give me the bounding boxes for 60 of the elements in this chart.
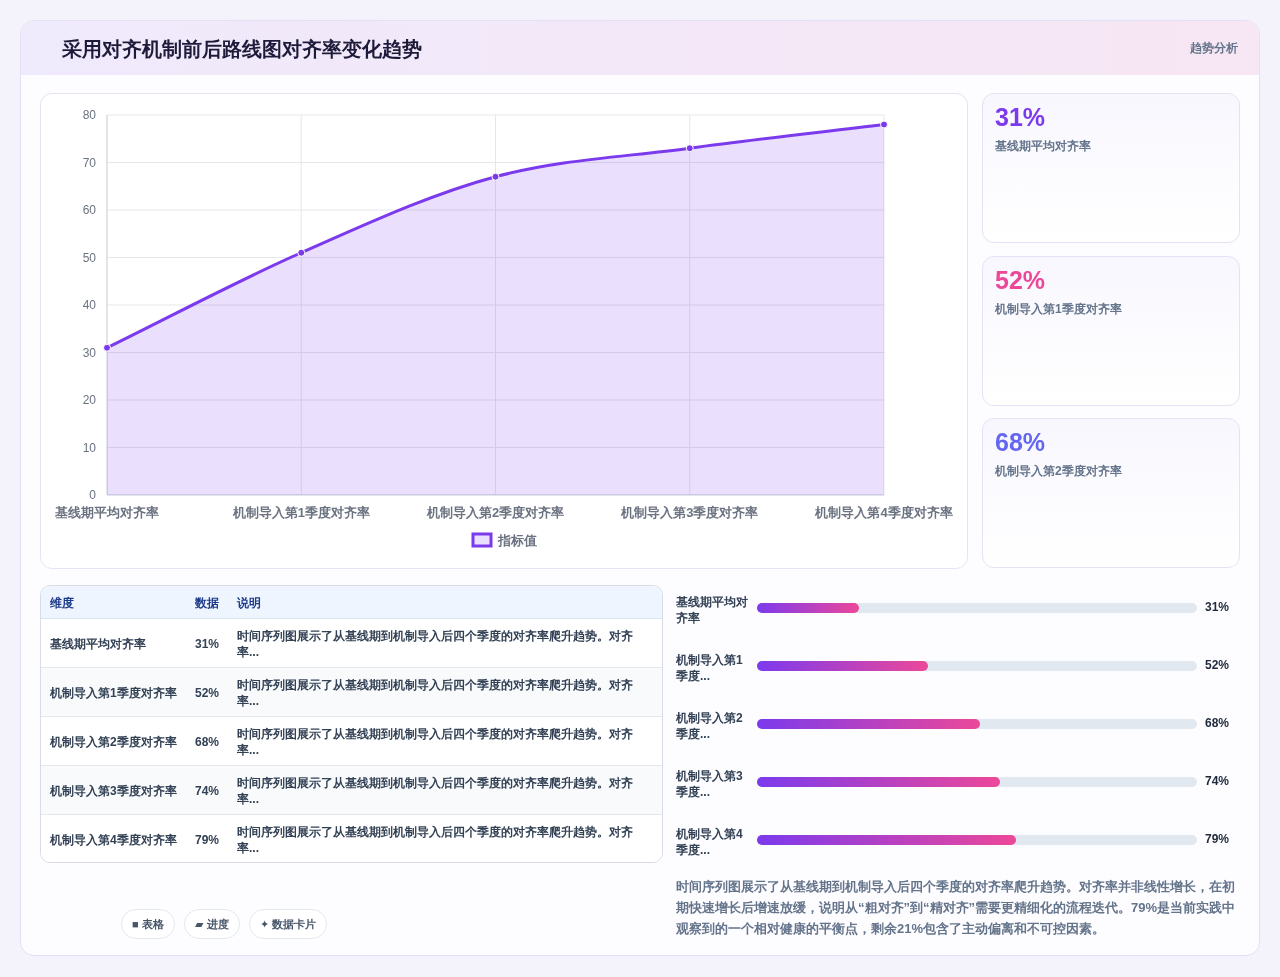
text: 机制导入第2季度对齐率 <box>50 733 177 750</box>
text: 52% <box>195 684 220 701</box>
y-tick-label: 10 <box>82 440 97 455</box>
text: 68% <box>995 428 1047 458</box>
data-label: 79% <box>1205 832 1231 848</box>
x-tick-label: 机制导入第1季度对齐率 <box>231 505 370 520</box>
text: 31% <box>995 103 1047 133</box>
text: 74% <box>195 782 220 799</box>
y-tick-label: 0 <box>89 488 97 502</box>
text: 时间序列图展示了从基线期到机制导入后四个季度的对齐率爬升趋势。对齐率... <box>237 774 634 807</box>
text: 基线期平均对齐率 <box>995 138 1092 155</box>
point <box>491 172 500 181</box>
y-tick-label: 40 <box>82 298 97 312</box>
text: 机制导入第1季度对齐率 <box>50 684 177 701</box>
point <box>297 248 306 257</box>
text: 31% <box>195 635 220 652</box>
x-tick-label: 机制导入第2季度对齐率 <box>425 505 565 520</box>
y-tick-label: 80 <box>82 108 97 122</box>
legend-label: 指标值 <box>497 533 537 548</box>
text: 79% <box>195 831 220 848</box>
y-tick-label: 60 <box>82 203 97 217</box>
y-tick-label: 机制导入第1季度... <box>676 652 744 685</box>
point <box>880 120 888 129</box>
text: 时间序列图展示了从基线期到机制导入后四个季度的对齐率爬升趋势。对齐率... <box>237 627 634 660</box>
data-label: 74% <box>1205 774 1231 790</box>
text: 时间序列图展示了从基线期到机制导入后四个季度的对齐率爬升趋势。对齐率... <box>237 725 634 758</box>
text: 52% <box>995 265 1047 296</box>
text: 时间序列图展示了从基线期到机制导入后四个季度的对齐率爬升趋势。对齐率... <box>237 676 634 709</box>
y-tick-label: 30 <box>82 345 97 360</box>
y-tick-label: 基线期平均对齐率 <box>676 594 749 627</box>
text: 时间序列图展示了从基线期到机制导入后四个季度的对齐率爬升趋势。对齐率... <box>237 823 634 856</box>
data-label: 52% <box>1205 658 1231 674</box>
text: 机制导入第2季度对齐率 <box>995 463 1123 480</box>
text: 时间序列图展示了从基线期到机制导入后四个季度的对齐率爬升趋势。对齐率并非线性增长，在初期快速增长后增速放缓，说明从“粗对齐”到“精对齐”需要更精细化的流程迭代。79%是当前实践中观察到的一个相对健康的平衡点，剩余21%包含了主动偏离和不可控因素。 <box>676 878 1237 938</box>
text: 机制导入第3季度对齐率 <box>50 782 177 799</box>
text: ✦ 数据卡片 <box>249 909 328 939</box>
category-label: 维度 <box>50 595 75 612</box>
text: 趋势分析 <box>1189 40 1238 57</box>
x-tick-label: 机制导入第4季度对齐率 <box>814 505 953 520</box>
y-tick-label: 机制导入第3季度... <box>676 768 744 801</box>
y-tick-label: 70 <box>82 155 97 170</box>
x-tick-label: 机制导入第3季度对齐率 <box>620 505 759 520</box>
text: 机制导入第1季度对齐率 <box>995 300 1123 318</box>
x-tick-label: 基线期平均对齐率 <box>54 505 159 520</box>
y-tick-label: 20 <box>82 393 97 407</box>
category-label: 数据 <box>195 595 220 612</box>
data-label: 68% <box>1205 716 1231 732</box>
point <box>103 343 111 352</box>
text: 68% <box>195 733 220 750</box>
chart-title: 采用对齐机制前后路线图对齐率变化趋势 <box>62 37 423 62</box>
text: ▰ 进度 <box>184 909 240 939</box>
data-label: 31% <box>1205 600 1231 616</box>
text: 机制导入第4季度对齐率 <box>50 831 177 848</box>
category-label: 说明 <box>237 595 262 612</box>
bar <box>757 603 859 613</box>
y-tick-label: 50 <box>82 250 97 265</box>
point <box>685 144 694 153</box>
text: ■ 表格 <box>121 909 175 939</box>
y-tick-label: 机制导入第4季度... <box>676 826 744 859</box>
y-tick-label: 机制导入第2季度... <box>676 710 744 743</box>
